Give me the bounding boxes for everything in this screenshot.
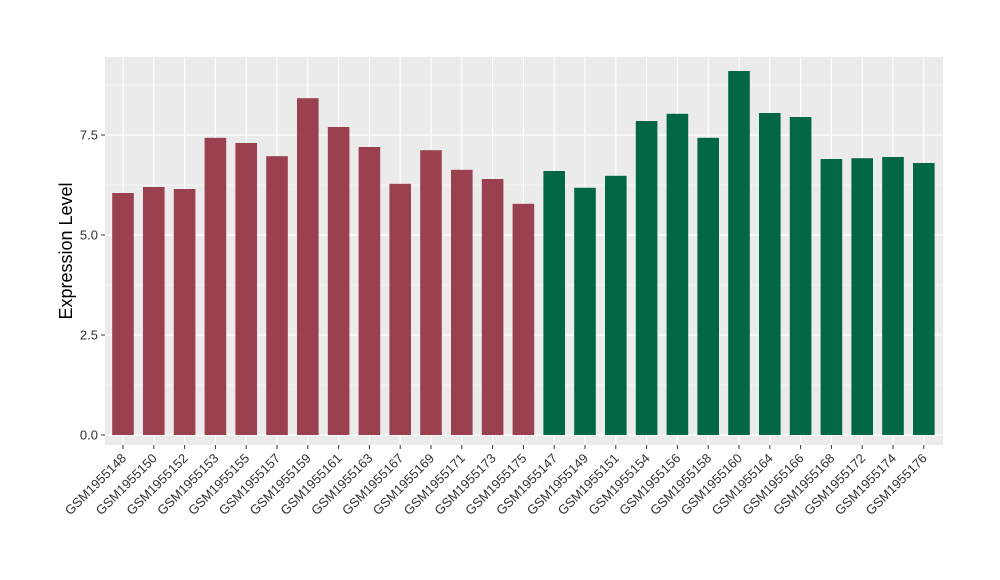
bar-GSM1955176 (913, 163, 935, 435)
bar-GSM1955166 (789, 117, 812, 435)
bar-GSM1955150 (143, 187, 165, 435)
bar-GSM1955151 (605, 175, 627, 436)
bar-GSM1955152 (173, 189, 196, 435)
bar-GSM1955168 (820, 159, 843, 435)
bar-GSM1955160 (728, 71, 750, 435)
bar-GSM1955167 (389, 183, 411, 435)
bar-GSM1955158 (697, 137, 719, 436)
bar-GSM1955154 (635, 121, 658, 435)
bar-GSM1955174 (882, 157, 904, 435)
bar-GSM1955171 (451, 169, 473, 436)
bar-GSM1955163 (358, 147, 381, 435)
y-tick-label: 7.5 (80, 128, 98, 143)
bar-GSM1955159 (297, 98, 319, 435)
x-axis-ticks: GSM1955148GSM1955150GSM1955152GSM1955153… (62, 445, 930, 518)
bar-GSM1955173 (481, 179, 504, 435)
bar-GSM1955157 (266, 156, 288, 435)
bar-GSM1955148 (112, 193, 134, 435)
bar-GSM1955164 (759, 113, 781, 435)
y-tick-label: 2.5 (80, 328, 98, 343)
bar-GSM1955147 (543, 171, 565, 435)
bars-group (112, 71, 935, 436)
y-axis-title: Expression Level (56, 182, 76, 319)
bar-GSM1955153 (204, 137, 227, 436)
bar-GSM1955169 (420, 150, 442, 435)
bar-GSM1955155 (235, 143, 257, 435)
y-tick-label: 5.0 (80, 228, 98, 243)
bar-GSM1955175 (512, 203, 535, 435)
bar-GSM1955149 (574, 187, 596, 435)
y-axis-ticks: 0.0 2.5 5.0 7.5 (80, 128, 105, 443)
y-tick-label: 0.0 (80, 428, 98, 443)
bar-GSM1955161 (327, 127, 350, 435)
bar-GSM1955172 (851, 158, 873, 435)
bar-GSM1955156 (666, 113, 689, 436)
